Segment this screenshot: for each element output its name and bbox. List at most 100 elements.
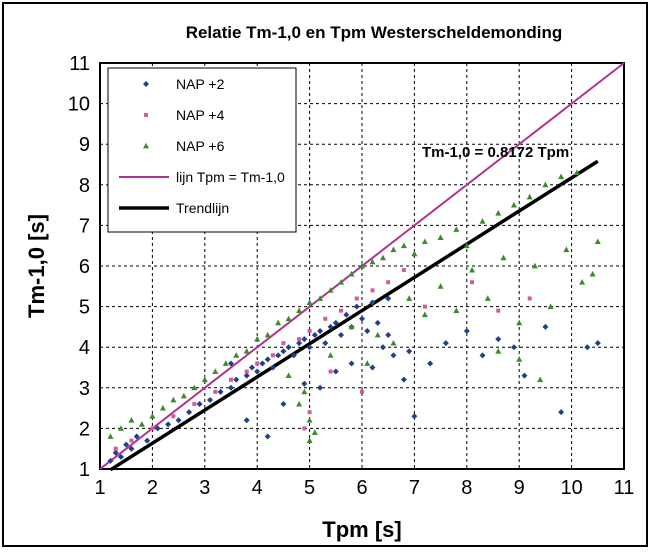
x-tick-label: 2 (147, 477, 158, 499)
data-point (150, 426, 155, 431)
data-point (563, 246, 570, 253)
data-point (385, 332, 392, 339)
legend-marker (144, 113, 148, 117)
data-point (228, 384, 234, 391)
data-point (296, 307, 303, 314)
data-point (186, 409, 193, 416)
data-point (301, 388, 308, 395)
x-tick-label: 7 (409, 477, 420, 499)
data-point (113, 446, 118, 451)
data-point (479, 218, 486, 224)
data-point (201, 376, 208, 383)
data-point (296, 400, 303, 407)
data-point (369, 299, 376, 306)
data-point (149, 413, 156, 419)
data-point (107, 457, 114, 464)
data-point (496, 308, 501, 313)
data-point (422, 304, 427, 309)
x-axis-title: Tpm [s] (322, 517, 401, 542)
data-point (401, 268, 406, 273)
data-point (196, 401, 203, 408)
data-point (207, 396, 214, 403)
x-tick-label: 5 (304, 477, 315, 499)
data-point (175, 417, 182, 424)
data-point (191, 384, 198, 391)
data-point (542, 323, 549, 330)
x-tick-label: 6 (356, 477, 367, 499)
data-point (307, 328, 312, 333)
data-point (259, 360, 266, 367)
trend-line (109, 159, 599, 472)
data-point (573, 169, 580, 176)
x-tick-labels: 1 2 3 4 5 6 7 8 9 10 11 (94, 477, 634, 499)
data-point (531, 262, 538, 269)
data-point (255, 361, 260, 366)
data-point (217, 388, 224, 395)
legend-label: lijn Tpm = Tm-1,0 (176, 169, 285, 185)
data-point (107, 433, 114, 439)
x-tick-label: 10 (560, 477, 582, 499)
data-point (117, 425, 124, 431)
y-tick-label: 7 (79, 215, 90, 237)
data-point (589, 270, 596, 277)
data-point (112, 449, 119, 456)
data-point (495, 210, 502, 216)
data-point (406, 348, 413, 355)
x-tick-label: 3 (199, 477, 210, 499)
data-point (275, 352, 282, 359)
data-point (364, 360, 371, 366)
data-point (379, 254, 386, 261)
legend-label: Trendlijn (176, 200, 229, 216)
data-point (463, 327, 470, 334)
data-point (311, 332, 318, 339)
y-tick-label: 11 (69, 53, 90, 75)
y-tick-label: 10 (68, 94, 90, 116)
data-point (374, 331, 381, 338)
data-point (386, 280, 391, 285)
data-point (421, 238, 428, 245)
data-point (479, 352, 486, 359)
data-point (254, 368, 261, 375)
data-point (594, 238, 601, 245)
data-point (470, 280, 475, 285)
data-point (343, 311, 350, 318)
data-point (390, 246, 397, 253)
data-point (369, 258, 376, 265)
data-point (192, 402, 197, 407)
data-point (558, 409, 565, 416)
data-point (437, 283, 444, 289)
data-point (364, 327, 371, 334)
data-point (213, 389, 218, 394)
data-point (527, 296, 532, 301)
series-1-points (113, 268, 532, 451)
data-point (128, 445, 135, 452)
data-point (442, 340, 449, 347)
data-point (285, 315, 292, 322)
data-point (281, 341, 286, 346)
data-point (270, 353, 275, 358)
data-point (229, 377, 233, 382)
data-point (322, 340, 329, 347)
data-point (317, 327, 324, 334)
y-tick-label: 6 (79, 256, 90, 278)
data-point (307, 410, 312, 415)
data-point (495, 348, 502, 354)
y-tick-label: 1 (79, 459, 90, 481)
data-point (332, 319, 339, 326)
data-point (222, 360, 229, 366)
data-point (542, 181, 549, 188)
data-point (154, 425, 161, 432)
data-point (411, 250, 418, 257)
data-point (495, 336, 502, 343)
data-point (339, 308, 344, 313)
data-point (233, 352, 240, 358)
data-point (264, 331, 271, 338)
data-point (584, 344, 591, 351)
data-point (243, 417, 250, 424)
data-point (469, 266, 476, 273)
data-point (400, 242, 407, 249)
data-point (159, 404, 166, 411)
data-point (374, 319, 381, 326)
data-point (406, 295, 413, 301)
data-point (348, 270, 355, 277)
